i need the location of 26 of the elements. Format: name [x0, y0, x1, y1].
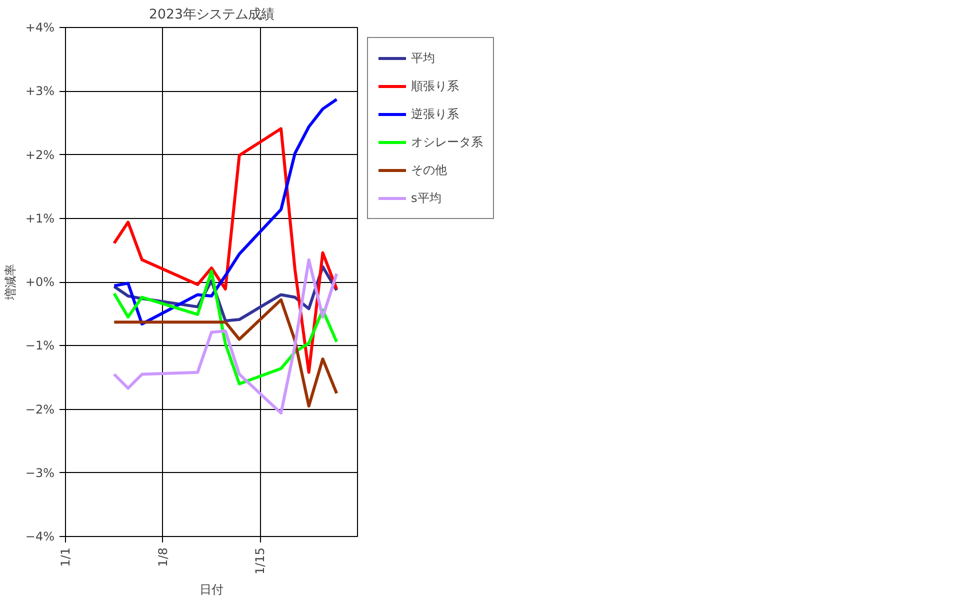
y-tick-label: +3% [25, 84, 54, 98]
line-series [112, 98, 338, 326]
legend-label: 平均 [411, 50, 435, 66]
line-series [112, 270, 338, 386]
x-tick-label: 1/8 [156, 548, 170, 567]
y-tick-label: −3% [25, 466, 54, 480]
line-series [112, 298, 338, 408]
line-series [112, 258, 338, 415]
legend-label: 逆張り系 [411, 106, 459, 122]
legend-label: 順張り系 [411, 78, 459, 94]
legend-label: オシレータ系 [411, 134, 483, 150]
y-axis-title: 増減率 [3, 264, 18, 301]
chart-title: 2023年システム成績 [149, 8, 274, 22]
line-series [112, 127, 338, 374]
y-tick-label: −1% [25, 338, 54, 353]
y-tick-label: −2% [25, 402, 54, 416]
y-tick-label: +4% [25, 20, 54, 34]
y-tick-label: −4% [25, 530, 54, 544]
y-tick-label: +1% [25, 211, 54, 226]
x-axis-title: 日付 [200, 582, 224, 596]
x-tick-label: 1/1 [58, 548, 72, 567]
x-tick-label: 1/15 [253, 547, 268, 574]
legend-label: s平均 [411, 190, 442, 206]
y-tick-label: +0% [25, 275, 54, 289]
y-tick-label: +2% [25, 148, 54, 162]
legend-label: その他 [411, 162, 447, 178]
